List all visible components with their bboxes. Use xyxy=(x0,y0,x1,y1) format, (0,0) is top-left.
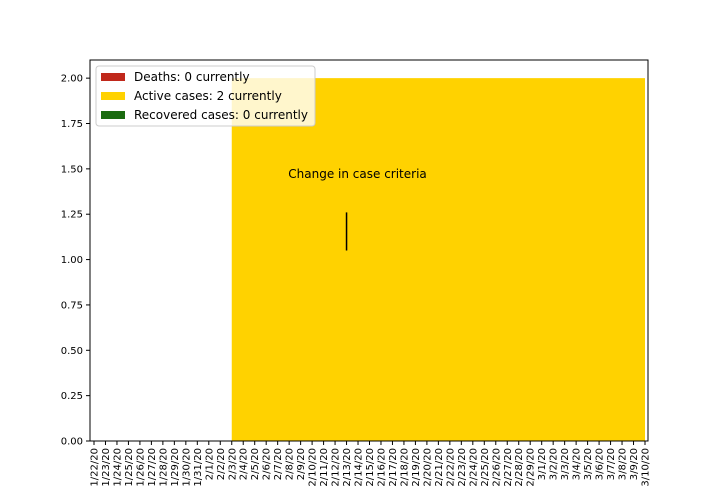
legend-label-0: Deaths: 0 currently xyxy=(134,70,250,84)
x-tick-label: 1/27/20 xyxy=(147,448,158,487)
x-tick-label: 2/7/20 xyxy=(273,448,284,480)
x-tick-label: 3/6/20 xyxy=(595,448,606,480)
x-tick-label: 1/25/20 xyxy=(124,448,135,487)
x-tick-label: 2/4/20 xyxy=(239,448,250,480)
y-tick-label: 0.00 xyxy=(61,437,83,448)
x-tick-label: 2/15/20 xyxy=(365,448,376,487)
x-tick-label: 1/29/20 xyxy=(170,448,181,487)
x-tick-label: 3/4/20 xyxy=(572,448,583,480)
x-tick-label: 1/23/20 xyxy=(101,448,112,487)
y-tick-label: 0.75 xyxy=(61,300,83,311)
legend-box xyxy=(95,65,316,127)
y-tick-label: 1.00 xyxy=(61,255,83,266)
x-tick-label: 2/1/20 xyxy=(204,448,215,480)
y-tick-label: 1.25 xyxy=(61,210,83,221)
legend: Deaths: 0 currently Active cases: 2 curre… xyxy=(95,65,316,127)
x-tick-label: 2/27/20 xyxy=(503,448,514,487)
x-tick-label: 3/1/20 xyxy=(537,448,548,480)
criteria-change-label: Change in case criteria xyxy=(288,167,427,181)
stacked-areas xyxy=(94,78,645,442)
y-tick-label: 2.00 xyxy=(61,74,83,85)
x-tick-label: 2/19/20 xyxy=(411,448,422,487)
x-tick-label: 1/31/20 xyxy=(193,448,204,487)
x-tick-label: 2/17/20 xyxy=(388,448,399,487)
x-tick-label: 3/7/20 xyxy=(606,448,617,480)
x-tick-label: 2/9/20 xyxy=(296,448,307,480)
y-tick-label: 1.50 xyxy=(61,164,83,175)
x-tick-label: 2/24/20 xyxy=(468,448,479,487)
x-tick-label: 2/18/20 xyxy=(399,448,410,487)
x-tick-label: 3/5/20 xyxy=(583,448,594,480)
legend-swatch-1 xyxy=(101,92,125,100)
x-tick-label: 1/24/20 xyxy=(112,448,123,487)
x-tick-label: 2/23/20 xyxy=(457,448,468,487)
area-series-1 xyxy=(94,78,645,442)
x-tick-label: 2/2/20 xyxy=(216,448,227,480)
x-tick-label: 2/6/20 xyxy=(262,448,273,480)
x-tick-label: 2/5/20 xyxy=(250,448,261,480)
x-tick-label: 2/14/20 xyxy=(354,448,365,487)
x-tick-label: 2/25/20 xyxy=(480,448,491,487)
x-tick-label: 2/3/20 xyxy=(227,448,238,480)
legend-label-1: Active cases: 2 currently xyxy=(134,89,282,103)
x-tick-label: 3/3/20 xyxy=(560,448,571,480)
y-tick-label: 0.50 xyxy=(61,346,83,357)
legend-swatch-2 xyxy=(101,111,125,119)
x-tick-label: 2/21/20 xyxy=(434,448,445,487)
x-tick-label: 3/2/20 xyxy=(549,448,560,480)
x-tick-label: 2/28/20 xyxy=(514,448,525,487)
axes: 0.00 0.25 0.50 0.75 1.00 1.25 1.50 1.75 2.00 1/22… xyxy=(61,59,652,487)
legend-label-2: Recovered cases: 0 currently xyxy=(134,108,308,122)
x-tick-label: 2/13/20 xyxy=(342,448,353,487)
x-tick-label: 3/8/20 xyxy=(618,448,629,480)
x-tick-label: 2/29/20 xyxy=(526,448,537,487)
y-tick-label: 1.75 xyxy=(61,119,83,130)
x-tick-label: 1/22/20 xyxy=(90,448,101,487)
x-tick-label: 3/10/20 xyxy=(641,448,652,487)
x-tick-label: 1/26/20 xyxy=(135,448,146,487)
x-tick-label: 2/11/20 xyxy=(319,448,330,487)
x-tick-label: 2/20/20 xyxy=(422,448,433,487)
x-tick-label: 1/28/20 xyxy=(158,448,169,487)
x-tick-label: 2/22/20 xyxy=(445,448,456,487)
annotation-group: Change in case criteria xyxy=(288,167,427,251)
x-tick-label: 2/16/20 xyxy=(376,448,387,487)
x-tick-label: 2/12/20 xyxy=(331,448,342,487)
x-tick-label: 2/10/20 xyxy=(308,448,319,487)
x-tick-label: 1/30/20 xyxy=(181,448,192,487)
x-tick-label: 2/8/20 xyxy=(285,448,296,480)
x-tick-label: 3/9/20 xyxy=(629,448,640,480)
x-tick-label: 2/26/20 xyxy=(491,448,502,487)
y-tick-label: 0.25 xyxy=(61,391,83,402)
legend-swatch-0 xyxy=(101,73,125,81)
